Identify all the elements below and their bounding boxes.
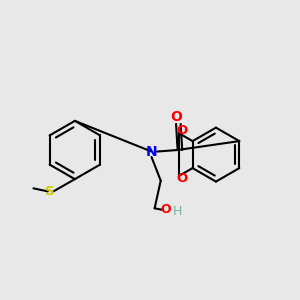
Text: O: O bbox=[177, 172, 188, 185]
Text: H: H bbox=[173, 205, 182, 218]
Text: N: N bbox=[146, 145, 157, 158]
Text: O: O bbox=[170, 110, 182, 124]
Text: O: O bbox=[160, 203, 171, 216]
Text: S: S bbox=[45, 185, 55, 198]
Text: O: O bbox=[177, 124, 188, 137]
